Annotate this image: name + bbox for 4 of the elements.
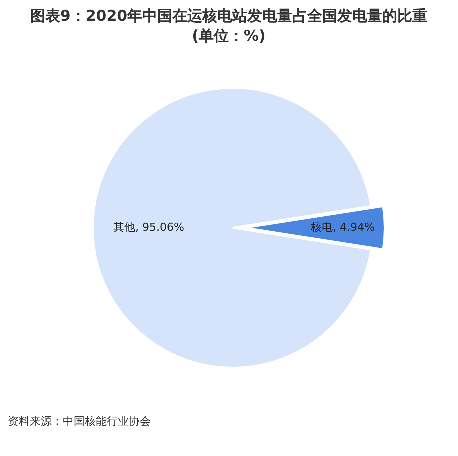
slice-label: 核电, 4.94% — [310, 221, 375, 234]
chart-title: 图表9：2020年中国在运核电站发电量占全国发电量的比重(单位：%) — [29, 6, 429, 46]
text: 资料来源：中国核能行业协会 — [8, 415, 151, 428]
slice-label: 其他, 95.06% — [114, 221, 184, 234]
